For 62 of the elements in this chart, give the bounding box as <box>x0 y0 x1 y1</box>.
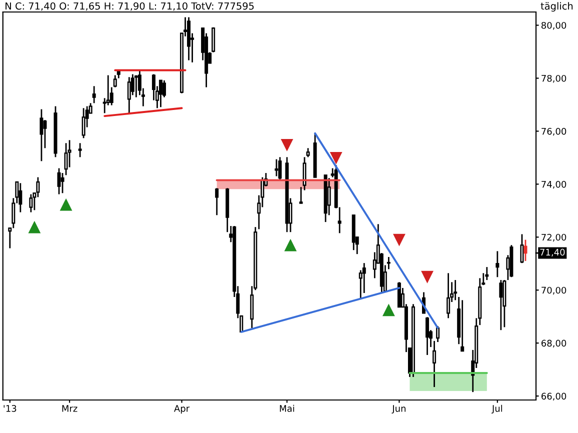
candlestick <box>64 142 68 176</box>
candlestick <box>278 156 282 181</box>
candlestick <box>43 119 47 149</box>
y-tick-label: 70,00 <box>542 286 566 295</box>
candlestick <box>362 262 366 294</box>
point <box>60 198 72 211</box>
candlestick <box>57 168 61 195</box>
point <box>28 220 41 234</box>
y-tick-label: 72,00 <box>542 234 566 242</box>
candlestick <box>327 177 331 216</box>
candlestick <box>460 299 464 352</box>
text: täglich <box>540 2 573 12</box>
point <box>421 270 434 284</box>
candlestick <box>436 325 440 343</box>
x-tick-label: Mai <box>280 404 294 412</box>
candlestick <box>82 107 86 139</box>
candlestick <box>18 182 22 213</box>
candlestick <box>520 234 524 264</box>
point <box>284 238 297 252</box>
candlestick <box>454 279 458 301</box>
candlestick <box>496 250 500 278</box>
point <box>280 139 294 152</box>
candlestick <box>386 256 390 270</box>
y-tick-label: 80,00 <box>541 22 566 30</box>
candlestick <box>432 340 436 388</box>
candlestick <box>299 186 303 204</box>
point <box>393 234 406 246</box>
y-tick-label: 68,00 <box>541 340 566 348</box>
candlestick <box>12 197 16 229</box>
x-tick-label: Apr <box>174 405 190 414</box>
y-tick-label: 66,00 <box>541 392 566 401</box>
candlestick <box>446 272 450 319</box>
y-tick-label: 76,00 <box>542 128 566 136</box>
candlestick <box>36 176 40 198</box>
point <box>382 304 395 316</box>
candlestick <box>60 172 64 194</box>
candlestick <box>274 158 278 177</box>
candlestick <box>302 156 306 191</box>
candlestick <box>212 26 216 53</box>
candlestick <box>158 80 162 108</box>
chart-title: N C: 71,40 O: 71,65 H: 71,90 L: 71,10 TotV: 777595 <box>6 2 254 11</box>
candlestick <box>485 266 489 281</box>
candlestick <box>215 187 219 216</box>
candlestick <box>92 85 96 104</box>
x-tick-label: '13 <box>4 405 16 412</box>
x-tick-label: Jul <box>492 404 502 414</box>
candlestick <box>524 239 528 262</box>
candlestick <box>306 147 310 158</box>
y-tick-label: 78,00 <box>542 74 566 83</box>
candlestick <box>134 74 138 98</box>
candlestick <box>499 279 503 331</box>
x-tick-label: Mrz <box>62 405 78 412</box>
point <box>330 152 342 164</box>
candlestick <box>127 76 131 114</box>
y-tick-label: 74,00 <box>542 180 566 189</box>
candlestick <box>78 142 82 158</box>
candlestick <box>29 194 33 213</box>
candlestick <box>426 316 430 356</box>
ref-line-label: 71,40 <box>540 248 565 257</box>
candlestick <box>40 108 44 162</box>
x-tick-label: Jun <box>392 405 406 414</box>
candlestick <box>397 281 401 308</box>
